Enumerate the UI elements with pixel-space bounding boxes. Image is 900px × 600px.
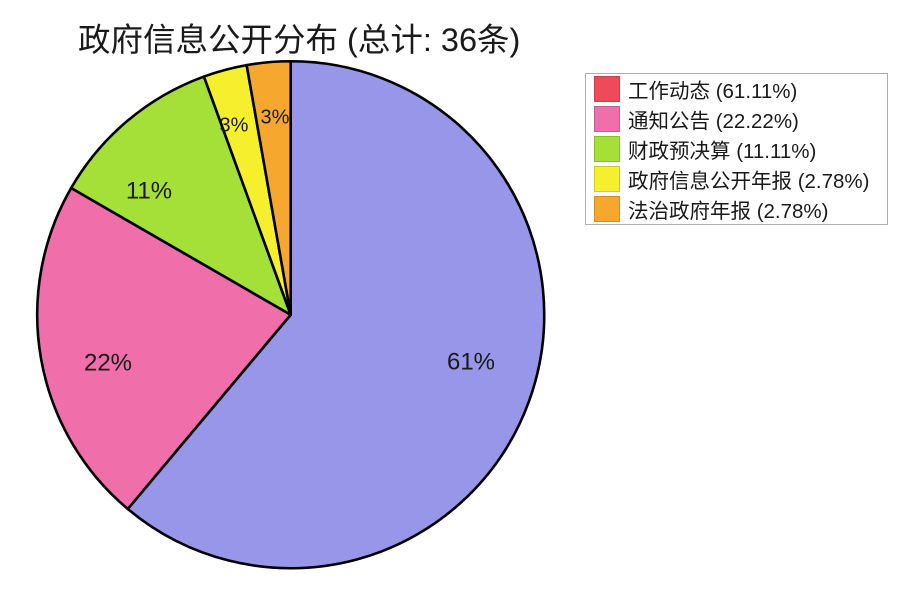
svg-text:3%: 3% <box>220 114 249 136</box>
svg-text:22%: 22% <box>84 349 132 376</box>
svg-text:61%: 61% <box>447 348 495 375</box>
svg-text:11%: 11% <box>126 177 172 204</box>
svg-text:3%: 3% <box>261 106 290 128</box>
